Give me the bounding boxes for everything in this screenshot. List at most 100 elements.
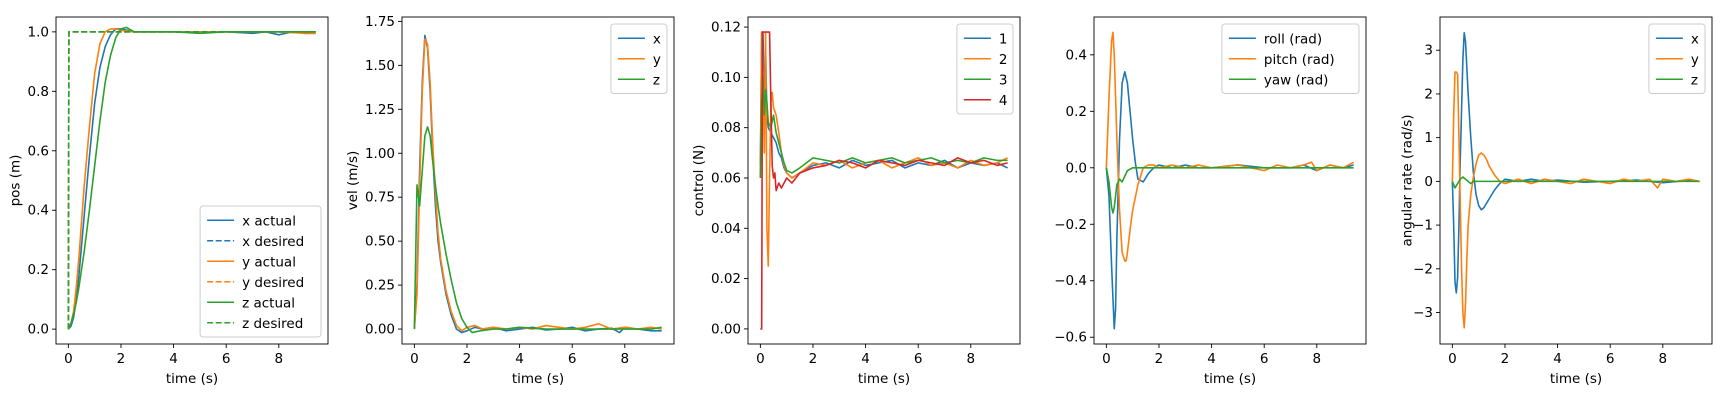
y-tick-label: −2 — [1413, 261, 1433, 277]
series-line-2 — [1451, 71, 1700, 329]
y-tick-label: 0.06 — [711, 170, 741, 186]
y-tick-label: 1.0 — [28, 24, 49, 40]
x-tick-label: 0 — [64, 351, 73, 367]
y-tick-label: 3 — [1424, 43, 1433, 59]
legend-label: x — [1691, 31, 1699, 47]
legend-label: x actual — [242, 213, 296, 229]
y-tick-label: −3 — [1413, 305, 1433, 321]
x-tick-label: 2 — [117, 351, 126, 367]
x-tick-label: 6 — [568, 351, 577, 367]
legend: roll (rad) pitch (rad) yaw (rad) — [1221, 23, 1360, 94]
x-axis-label: time (s) — [1550, 371, 1602, 387]
legend-label: z desired — [242, 316, 303, 332]
chart-4: 0 2 4 6 8 −0.6 −0.4 −0.2 0.0 0.2 0.4 time (s) roll (… — [1054, 16, 1367, 387]
legend-label: y desired — [242, 275, 304, 291]
y-tick-label: 0.08 — [711, 120, 741, 136]
y-tick-label: 0.75 — [365, 190, 395, 206]
plot-area — [413, 34, 662, 334]
series-line-6 — [67, 31, 316, 330]
y-tick-label: −1 — [1413, 218, 1433, 234]
x-tick-label: 2 — [463, 351, 472, 367]
legend-label: y — [653, 52, 661, 68]
y-tick-label: 0.4 — [28, 203, 49, 219]
x-axis-label: time (s) — [166, 371, 218, 387]
x-tick-label: 0 — [756, 351, 765, 367]
series-line-2 — [413, 38, 662, 332]
x-axis-label: time (s) — [512, 371, 564, 387]
series-line-3 — [759, 76, 1008, 178]
x-tick-label: 8 — [275, 351, 284, 367]
x-tick-label: 2 — [809, 351, 818, 367]
y-tick-label: 0.4 — [1066, 47, 1087, 63]
legend-label: 1 — [999, 31, 1008, 47]
legend-label: 4 — [999, 93, 1008, 109]
x-tick-label: 6 — [1260, 351, 1269, 367]
y-tick-label: 2 — [1424, 86, 1433, 102]
legend: xyz — [610, 23, 668, 94]
x-tick-label: 2 — [1155, 351, 1164, 367]
y-tick-label: 0.00 — [365, 322, 395, 338]
x-tick-label: 6 — [914, 351, 923, 367]
x-tick-label: 0 — [1102, 351, 1111, 367]
x-tick-label: 8 — [621, 351, 630, 367]
x-tick-label: 8 — [1659, 351, 1668, 367]
series-line-3 — [1451, 176, 1700, 189]
legend-label: roll (rad) — [1264, 31, 1322, 47]
y-axis-label: angular rate (rad/s) — [1400, 114, 1416, 246]
x-tick-label: 8 — [1313, 351, 1322, 367]
y-tick-label: 0.2 — [28, 262, 49, 278]
y-tick-label: 0.2 — [1066, 104, 1087, 120]
series-line-3 — [413, 126, 662, 334]
x-tick-label: 8 — [967, 351, 976, 367]
legend-label: x desired — [242, 234, 304, 250]
series-line-2 — [1105, 31, 1355, 262]
y-tick-label: 1.25 — [365, 102, 395, 118]
x-tick-label: 4 — [1553, 351, 1562, 367]
legend-box — [956, 23, 1014, 115]
plot-area — [67, 26, 316, 330]
x-tick-label: 4 — [1207, 351, 1216, 367]
y-tick-label: 0.04 — [711, 221, 741, 237]
y-tick-label: 0.25 — [365, 278, 395, 294]
y-axis-label: vel (m/s) — [345, 151, 361, 211]
legend-label: 3 — [999, 72, 1008, 88]
axes-frame — [401, 16, 675, 345]
y-tick-label: 0.0 — [28, 322, 49, 338]
y-axis-label: pos (m) — [7, 155, 23, 207]
axes-frame — [55, 16, 329, 345]
x-tick-label: 0 — [410, 351, 419, 367]
legend: xyz — [1648, 23, 1706, 94]
y-tick-label: 0.02 — [711, 271, 741, 287]
x-axis-label: time (s) — [1204, 371, 1256, 387]
chart-5: 0 2 4 6 8 −3 −2 −1 0 1 2 3 time (s) angular rate (rad… — [1400, 16, 1713, 387]
y-tick-label: 1 — [1424, 130, 1433, 146]
x-tick-label: 4 — [515, 351, 524, 367]
x-axis-label: time (s) — [858, 371, 910, 387]
x-tick-label: 6 — [222, 351, 231, 367]
plot-area — [1451, 31, 1700, 329]
legend: x actual x desired y actual y desired z actu… — [199, 205, 322, 338]
legend-label: z actual — [242, 295, 295, 311]
chart-2: 0 2 4 6 8 0.00 0.25 0.50 0.75 1.00 1.25 1.50 1.75 tim… — [345, 14, 675, 387]
x-tick-label: 6 — [1606, 351, 1615, 367]
x-tick-label: 4 — [861, 351, 870, 367]
legend-label: y — [1691, 52, 1699, 68]
legend-box — [199, 205, 322, 338]
x-tick-label: 2 — [1501, 351, 1510, 367]
y-tick-label: 0.50 — [365, 234, 395, 250]
axes-frame — [1093, 16, 1367, 345]
plot-area — [1105, 31, 1355, 330]
series-line-3 — [1105, 166, 1354, 214]
y-tick-label: 1.75 — [365, 14, 395, 30]
x-tick-label: 4 — [169, 351, 178, 367]
y-tick-label: 1.50 — [365, 58, 395, 74]
legend-label: pitch (rad) — [1264, 52, 1335, 68]
y-tick-label: 0.00 — [711, 321, 741, 337]
axes-frame — [1439, 16, 1713, 345]
y-tick-label: −0.6 — [1054, 330, 1087, 346]
y-tick-label: 0.6 — [28, 143, 49, 159]
legend-label: y actual — [242, 254, 296, 270]
y-tick-label: 0.0 — [1066, 160, 1087, 176]
series-line-1 — [1105, 70, 1354, 330]
